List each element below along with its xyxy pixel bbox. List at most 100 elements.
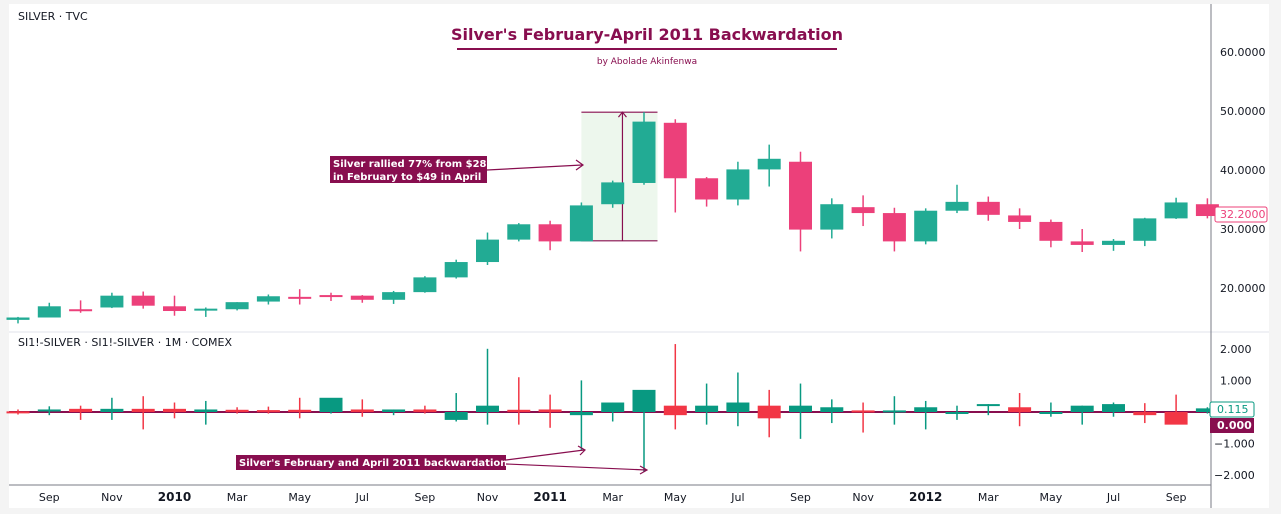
spread-candle[interactable] bbox=[256, 410, 280, 413]
price-candle[interactable] bbox=[695, 178, 719, 200]
price-candle[interactable] bbox=[413, 277, 437, 293]
price-candle[interactable] bbox=[476, 239, 499, 263]
price-candle[interactable] bbox=[882, 213, 906, 242]
price-candle[interactable] bbox=[632, 121, 656, 183]
spread-candle[interactable] bbox=[37, 409, 61, 412]
backwardation-arrowhead-feb-icon bbox=[577, 445, 586, 456]
price-candle[interactable] bbox=[131, 295, 155, 306]
price-candle[interactable] bbox=[820, 204, 844, 230]
price-tick-label: 60.0000 bbox=[1220, 46, 1266, 59]
time-tick-label: Mar bbox=[978, 491, 999, 504]
price-candle[interactable] bbox=[757, 158, 781, 170]
time-tick-label: Mar bbox=[602, 491, 623, 504]
price-candle[interactable] bbox=[976, 201, 1000, 215]
lower-candles bbox=[6, 344, 1219, 473]
spread-candle[interactable] bbox=[382, 409, 406, 412]
price-candle[interactable] bbox=[1039, 221, 1063, 241]
spread-candle[interactable] bbox=[914, 407, 938, 412]
price-candle[interactable] bbox=[601, 182, 625, 205]
price-candle[interactable] bbox=[350, 295, 374, 300]
time-tick-label: Mar bbox=[227, 491, 248, 504]
spread-candle[interactable] bbox=[6, 411, 30, 414]
spread-candle[interactable] bbox=[288, 409, 312, 412]
spread-candle[interactable] bbox=[1164, 412, 1188, 425]
spread-candle[interactable] bbox=[1039, 412, 1063, 414]
lower-last-value: 0.115 bbox=[1217, 403, 1249, 416]
price-candle[interactable] bbox=[1008, 215, 1032, 222]
spread-candle[interactable] bbox=[569, 412, 593, 416]
spread-candle[interactable] bbox=[1008, 407, 1032, 412]
price-candle[interactable] bbox=[538, 224, 562, 242]
time-tick-label: May bbox=[288, 491, 311, 504]
spread-tick-label: 2.000 bbox=[1220, 343, 1252, 356]
price-candle[interactable] bbox=[100, 295, 124, 308]
spread-candle[interactable] bbox=[163, 408, 186, 412]
price-candle[interactable] bbox=[69, 309, 93, 312]
spread-candle[interactable] bbox=[225, 409, 249, 412]
spread-candle[interactable] bbox=[695, 405, 719, 412]
chart-frame bbox=[9, 4, 1269, 508]
price-candle[interactable] bbox=[914, 210, 938, 242]
price-candle[interactable] bbox=[945, 201, 969, 211]
spread-candle[interactable] bbox=[851, 410, 875, 413]
spread-candle[interactable] bbox=[1102, 404, 1125, 412]
spread-candle[interactable] bbox=[194, 409, 218, 412]
price-tick-label: 20.0000 bbox=[1220, 282, 1266, 295]
price-candle[interactable] bbox=[225, 302, 249, 310]
time-tick-label: Nov bbox=[477, 491, 499, 504]
time-tick-label: Sep bbox=[1166, 491, 1187, 504]
rally-note-box[interactable] bbox=[330, 156, 487, 183]
price-candle[interactable] bbox=[789, 161, 812, 230]
price-candle[interactable] bbox=[37, 306, 61, 318]
spread-candle[interactable] bbox=[757, 405, 781, 419]
price-candle[interactable] bbox=[319, 295, 343, 298]
price-candle[interactable] bbox=[1070, 241, 1094, 245]
price-candle[interactable] bbox=[1164, 202, 1188, 219]
spread-candle[interactable] bbox=[131, 408, 155, 412]
price-candle[interactable] bbox=[726, 169, 750, 200]
spread-candle[interactable] bbox=[1070, 405, 1094, 412]
spread-candle[interactable] bbox=[507, 409, 531, 412]
price-candle[interactable] bbox=[1195, 204, 1219, 217]
spread-candle[interactable] bbox=[789, 405, 812, 412]
time-axis[interactable]: Sep Nov 2010 Mar May Jul Sep Nov 2011 Mar May Jul Se… bbox=[39, 490, 1187, 504]
spread-candle[interactable] bbox=[350, 409, 374, 412]
price-axis[interactable]: 20.0000 30.0000 40.0000 50.0000 60.0000 2.000… bbox=[1214, 46, 1266, 482]
price-candle[interactable] bbox=[1102, 240, 1125, 245]
price-tick-label: 40.0000 bbox=[1220, 164, 1266, 177]
spread-candle[interactable] bbox=[100, 408, 124, 412]
price-candle[interactable] bbox=[288, 296, 312, 299]
price-candle[interactable] bbox=[163, 306, 186, 312]
price-candle[interactable] bbox=[507, 224, 531, 240]
spread-candle[interactable] bbox=[726, 402, 750, 412]
spread-candle[interactable] bbox=[476, 405, 499, 412]
spread-candle[interactable] bbox=[882, 410, 906, 413]
price-candle[interactable] bbox=[851, 207, 875, 214]
spread-candle[interactable] bbox=[413, 409, 437, 412]
lower-zero-value: 0.000 bbox=[1217, 419, 1252, 432]
price-candle[interactable] bbox=[194, 308, 218, 311]
spread-candle[interactable] bbox=[663, 405, 687, 416]
price-candle[interactable] bbox=[1133, 218, 1157, 241]
price-candle[interactable] bbox=[663, 122, 687, 179]
price-candle[interactable] bbox=[444, 262, 468, 278]
spread-candle[interactable] bbox=[1133, 412, 1157, 416]
spread-candle[interactable] bbox=[1195, 408, 1219, 412]
spread-candle[interactable] bbox=[945, 412, 969, 414]
spread-candle[interactable] bbox=[976, 404, 1000, 407]
spread-candle[interactable] bbox=[601, 402, 625, 412]
spread-candle[interactable] bbox=[820, 407, 844, 412]
rally-note-arrowhead-icon bbox=[575, 159, 585, 171]
backwardation-note-box[interactable] bbox=[236, 455, 506, 470]
spread-candle[interactable] bbox=[69, 408, 93, 412]
price-candle[interactable] bbox=[569, 205, 593, 242]
price-candle[interactable] bbox=[382, 292, 406, 300]
spread-candle[interactable] bbox=[632, 389, 656, 412]
price-candle[interactable] bbox=[256, 296, 280, 302]
spread-candle[interactable] bbox=[319, 397, 343, 412]
spread-candle[interactable] bbox=[538, 409, 562, 412]
chart-subtitle: by Abolade Akinfenwa bbox=[597, 57, 697, 67]
spread-candle[interactable] bbox=[444, 412, 468, 420]
price-candle[interactable] bbox=[6, 317, 30, 320]
